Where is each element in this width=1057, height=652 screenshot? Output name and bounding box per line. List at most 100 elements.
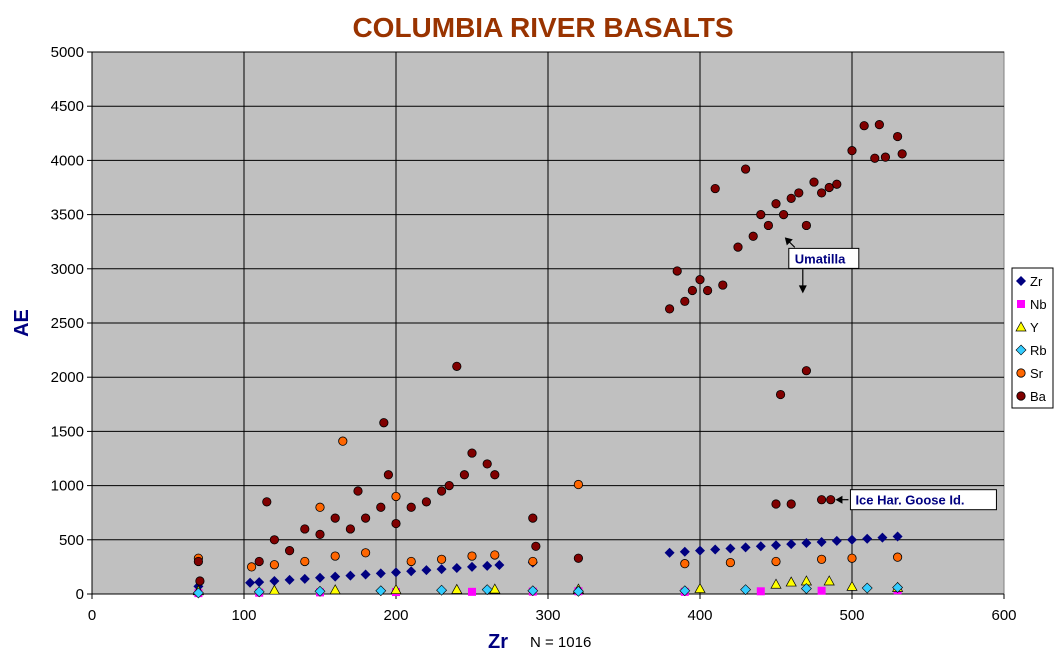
point-ba [748, 231, 758, 241]
point-rb [253, 586, 265, 598]
point-zr [862, 533, 873, 544]
point-rb [192, 587, 204, 599]
point-ba [379, 418, 389, 428]
point-ba [353, 486, 363, 496]
point-ba [826, 495, 836, 505]
point-zr [771, 540, 781, 551]
point-nb [468, 587, 476, 596]
point-zr [436, 564, 447, 575]
x-tick-label: 100 [231, 607, 256, 624]
point-sr [360, 548, 371, 558]
legend-marker-ba [1016, 391, 1026, 401]
x-tick-label: 0 [88, 607, 96, 624]
y-tick-label: 1500 [51, 423, 84, 440]
point-zr [315, 572, 325, 583]
legend-marker-sr [1016, 368, 1026, 378]
point-ba [771, 199, 781, 209]
point-ba [816, 495, 827, 505]
point-ba [771, 499, 781, 509]
series-rb [192, 582, 904, 599]
point-ba [436, 486, 447, 496]
point-ba [680, 296, 690, 306]
point-zr [245, 577, 256, 588]
point-ba [406, 502, 416, 512]
point-sr [816, 554, 827, 564]
point-y [846, 580, 858, 591]
point-ba [193, 556, 203, 567]
y-axis-label: AE [11, 309, 33, 337]
point-ba [482, 459, 492, 469]
point-ba [664, 304, 675, 314]
y-tick-label: 4500 [51, 98, 84, 115]
point-ba [786, 193, 796, 203]
point-zr [755, 541, 766, 552]
y-tick-label: 500 [59, 532, 84, 549]
point-ba [672, 266, 682, 276]
x-tick-label: 600 [991, 607, 1016, 624]
point-ba [786, 499, 796, 509]
point-y [329, 584, 341, 595]
point-zr [345, 570, 356, 581]
legend: Zr Nb Y Rb Sr Ba [1011, 267, 1054, 409]
x-axis-ticks: 0 100 200 300 400 500 600 [88, 593, 1017, 624]
annotation-ice-harbor: Ice Har. Goose Id. [855, 493, 964, 508]
point-ba [531, 541, 541, 551]
point-zr [375, 568, 386, 579]
point-ba [573, 553, 584, 563]
point-ba [809, 177, 819, 187]
point-y [770, 578, 782, 589]
data-points [192, 120, 907, 599]
point-rb [375, 585, 387, 597]
point-zr [330, 571, 341, 582]
point-ba [421, 497, 431, 507]
point-ba [801, 366, 812, 376]
point-ba [710, 183, 720, 194]
point-ba [778, 210, 789, 220]
series-ba [193, 120, 907, 586]
legend-label-sr: Sr [1030, 366, 1044, 381]
point-zr [284, 574, 295, 585]
point-sr [892, 552, 903, 562]
legend-marker-rb [1015, 344, 1027, 356]
point-sr [269, 560, 279, 570]
y-axis-ticks: 0 500 1000 1500 2000 2500 3000 3500 4000 4500 5000 [51, 44, 93, 603]
legend-box [1011, 267, 1054, 409]
point-ba [756, 210, 766, 220]
point-sr [406, 556, 416, 567]
point-rb [892, 582, 904, 593]
point-rb [800, 583, 812, 595]
point-ba [345, 524, 355, 534]
y-tick-label: 1000 [51, 478, 84, 495]
point-sr [467, 551, 477, 561]
point-y [823, 575, 835, 586]
point-ba [459, 470, 469, 480]
point-ba [300, 524, 310, 534]
point-ba [892, 131, 903, 142]
point-ba [360, 513, 371, 523]
legend-marker-y [1015, 321, 1027, 332]
point-zr [360, 569, 371, 580]
point-ba [880, 152, 891, 162]
point-sr [771, 556, 781, 567]
point-zr [391, 567, 401, 578]
point-ba [467, 448, 477, 458]
point-y [785, 576, 797, 587]
annotation-box [849, 489, 997, 511]
point-ba [874, 120, 884, 130]
point-zr [725, 543, 736, 554]
point-ba [816, 188, 827, 198]
point-sr [436, 554, 447, 564]
point-ba [262, 497, 272, 507]
point-zr [421, 565, 432, 576]
point-ba [391, 518, 401, 529]
point-y [489, 583, 501, 594]
point-zr [451, 562, 462, 573]
legend-label-y: Y [1030, 320, 1039, 335]
chart-title: COLUMBIA RIVER BASALTS [352, 12, 733, 43]
point-zr [710, 544, 721, 555]
point-ba [269, 535, 279, 545]
point-ba [718, 280, 728, 290]
y-tick-label: 4000 [51, 152, 84, 169]
point-ba [284, 546, 295, 556]
